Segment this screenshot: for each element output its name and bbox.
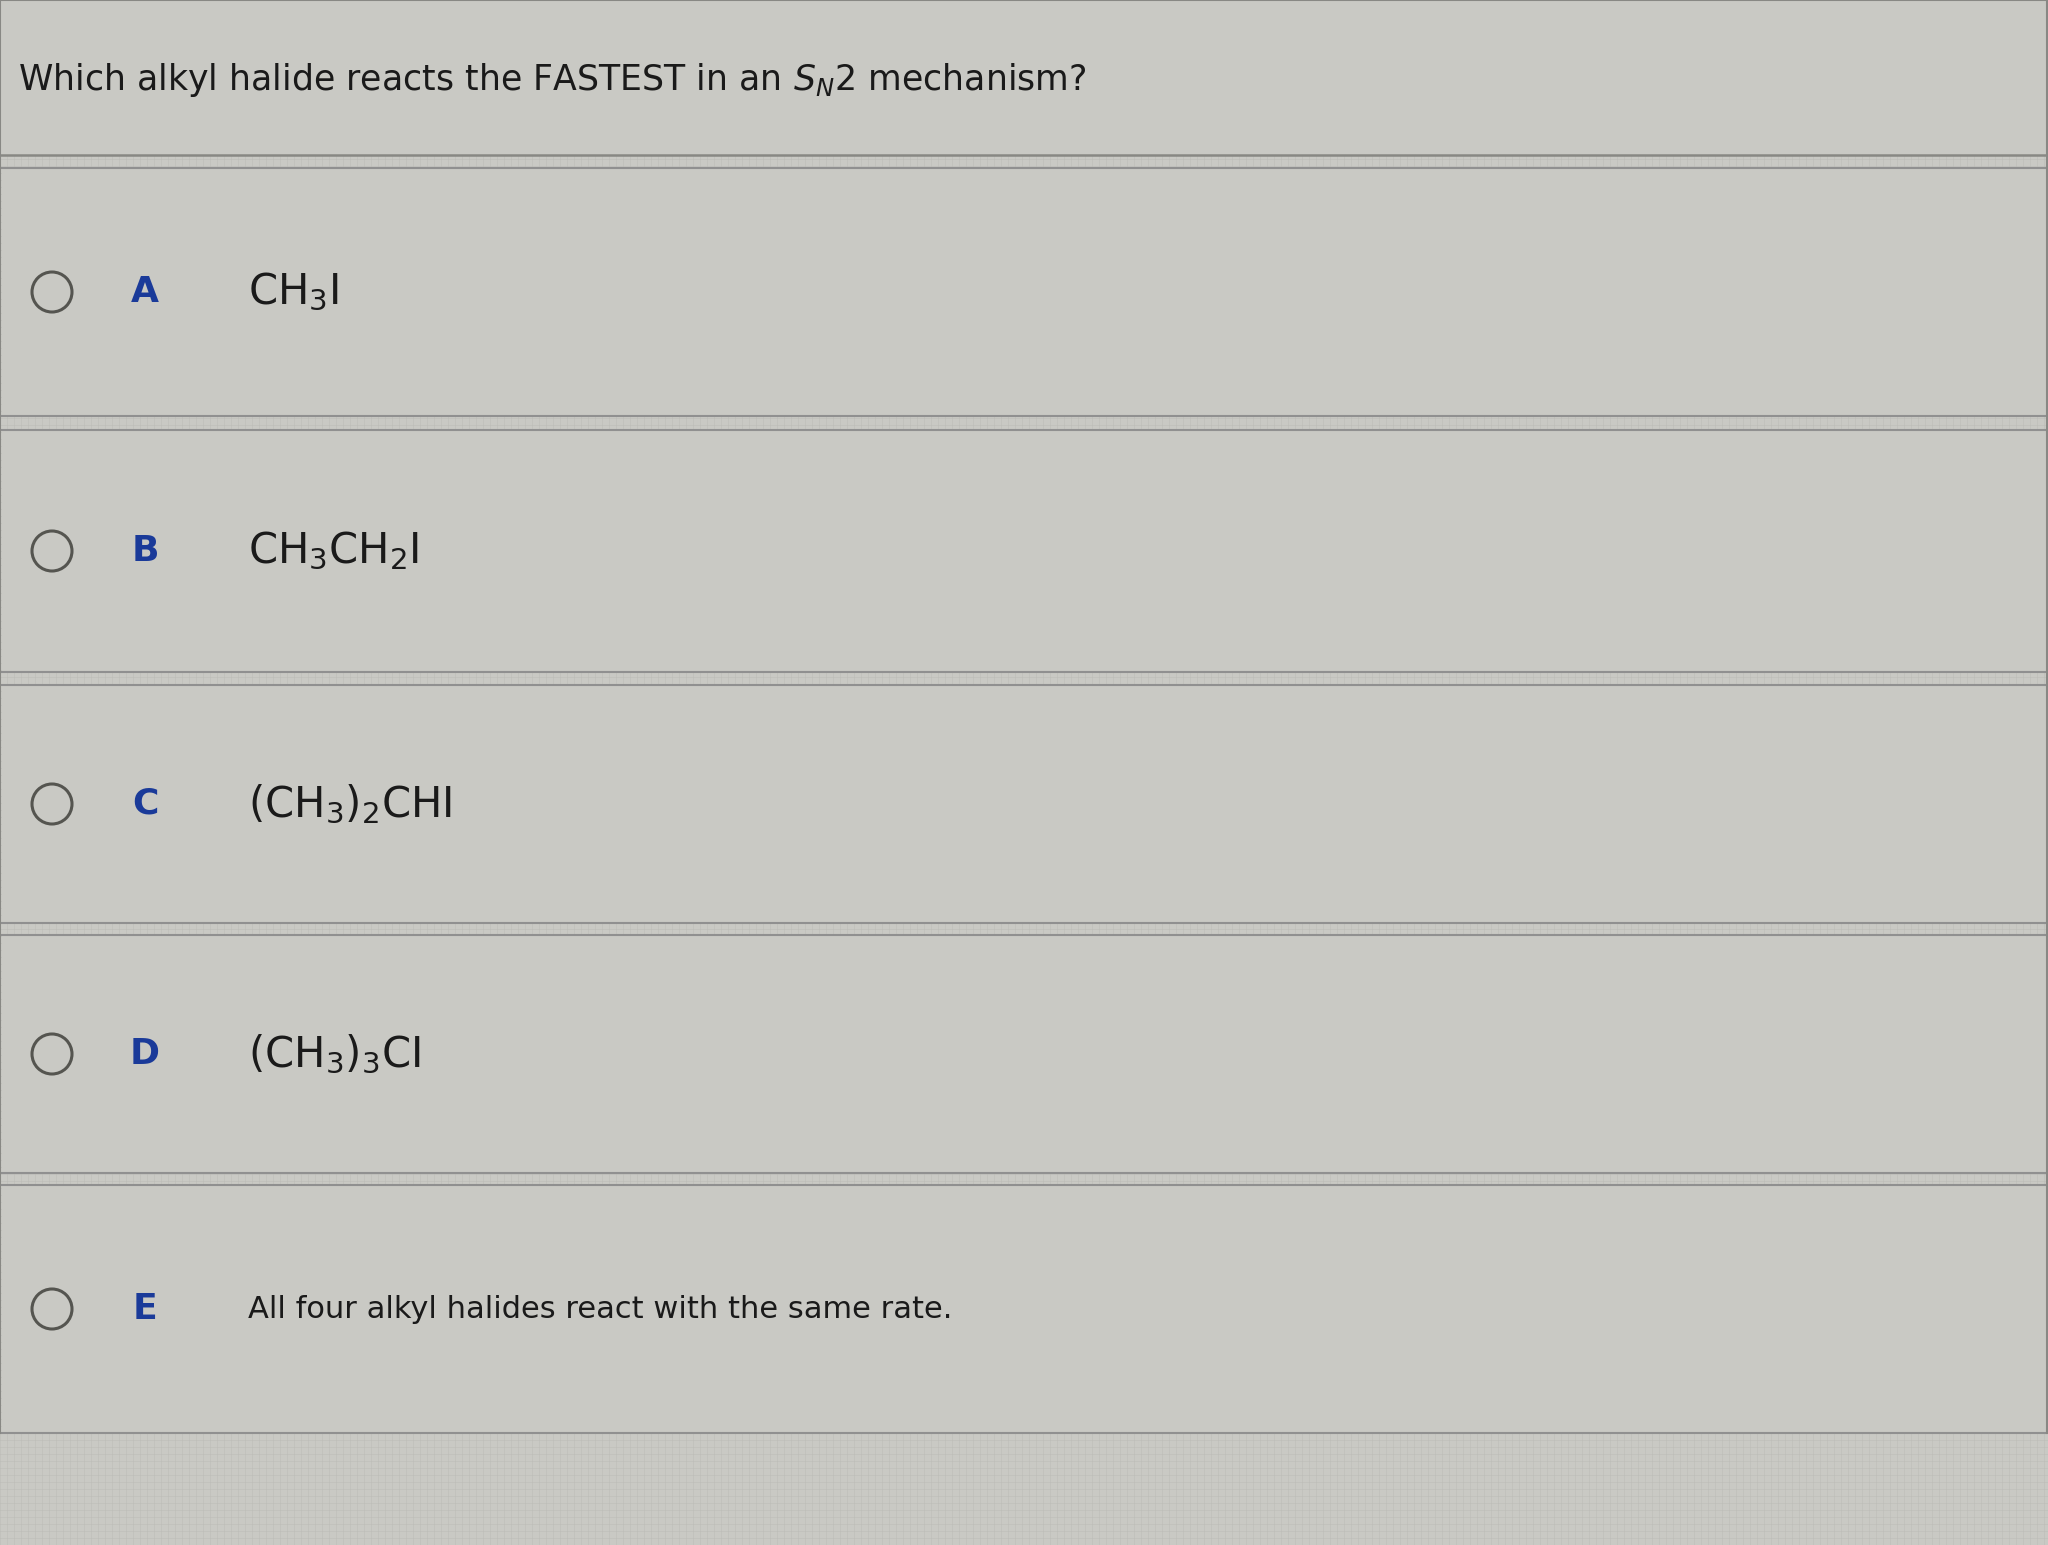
Text: C: C xyxy=(131,786,158,820)
Text: All four alkyl halides react with the same rate.: All four alkyl halides react with the sa… xyxy=(248,1295,952,1324)
Text: Which alkyl halide reacts the FASTEST in an $S_N$2 mechanism?: Which alkyl halide reacts the FASTEST in… xyxy=(18,60,1087,99)
Text: E: E xyxy=(133,1292,158,1326)
Text: (CH$_3$)$_2$CHI: (CH$_3$)$_2$CHI xyxy=(248,782,453,825)
Text: D: D xyxy=(129,1037,160,1071)
Text: (CH$_3$)$_3$CI: (CH$_3$)$_3$CI xyxy=(248,1032,420,1075)
Bar xyxy=(2,431,2046,671)
Bar xyxy=(0,0,2048,154)
Text: B: B xyxy=(131,535,160,569)
Text: A: A xyxy=(131,275,160,309)
Bar xyxy=(2,686,2046,922)
Text: CH$_3$CH$_2$I: CH$_3$CH$_2$I xyxy=(248,530,420,572)
Bar xyxy=(2,168,2046,416)
Bar xyxy=(2,936,2046,1173)
Bar xyxy=(2,1187,2046,1432)
Text: CH$_3$I: CH$_3$I xyxy=(248,270,338,314)
